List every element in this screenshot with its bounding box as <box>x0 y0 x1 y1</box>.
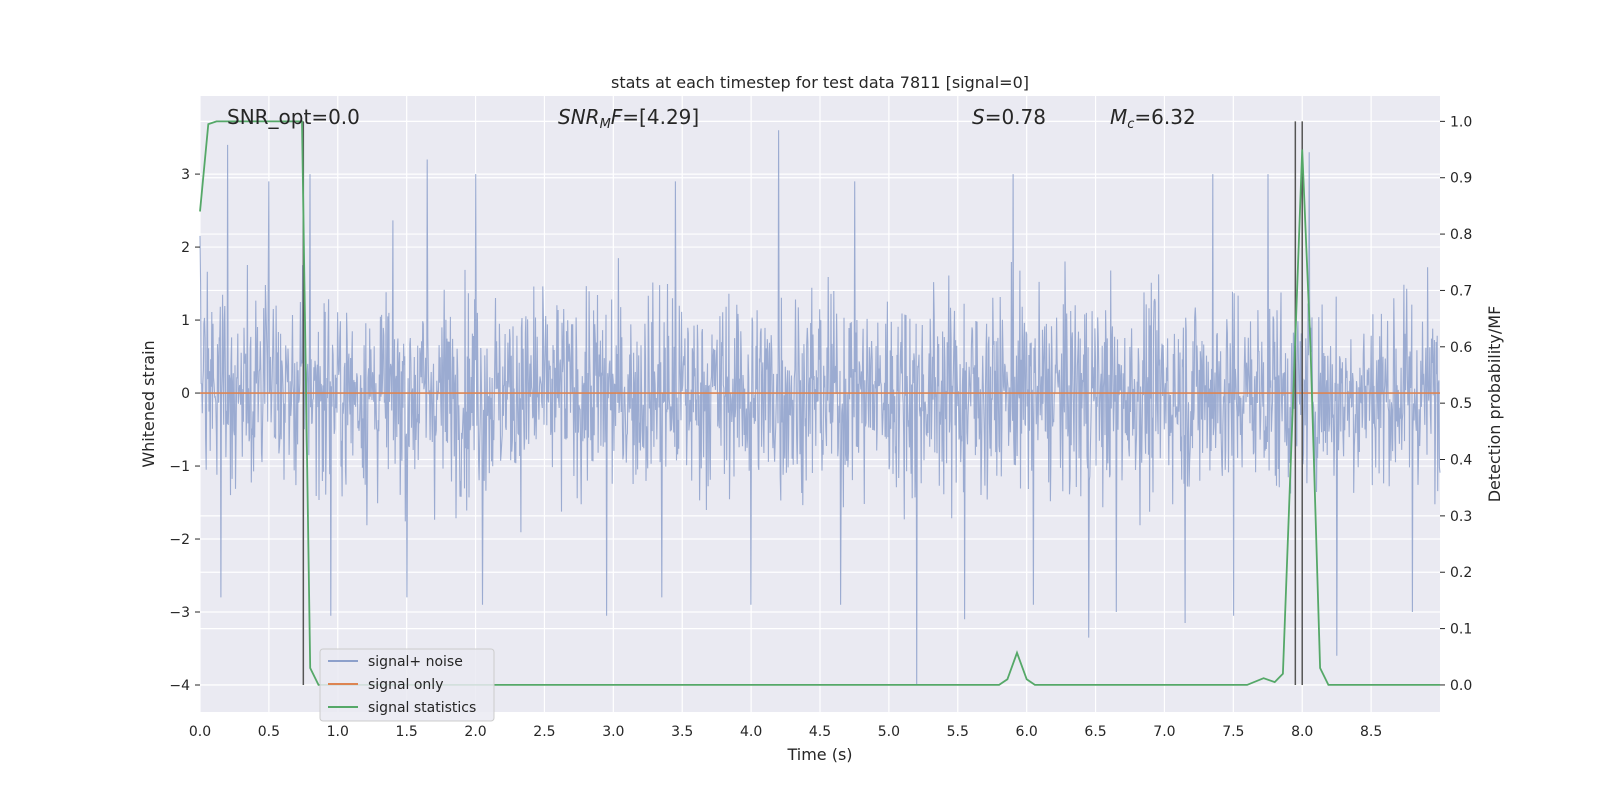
x-tick-label: 8.0 <box>1291 724 1313 740</box>
x-tick-label: 4.5 <box>809 724 831 740</box>
x-tick-label: 8.5 <box>1360 724 1382 740</box>
x-tick-label: 6.0 <box>1016 724 1038 740</box>
y-tick-label-right: 0.8 <box>1450 227 1472 243</box>
x-tick-label: 6.5 <box>1084 724 1106 740</box>
y-tick-label-right: 0.5 <box>1450 396 1472 412</box>
y-tick-label-left: −1 <box>169 459 190 475</box>
legend-label-signal-only: signal only <box>368 677 443 693</box>
y-tick-label-right: 1.0 <box>1450 114 1472 130</box>
series-signal-noise <box>199 130 1441 686</box>
y-tick-label-left: −2 <box>169 532 190 548</box>
y-tick-label-left: 1 <box>181 313 190 329</box>
legend-label-signal-noise: signal+ noise <box>368 654 463 670</box>
x-tick-label: 5.5 <box>947 724 969 740</box>
x-axis-label: Time (s) <box>786 745 852 764</box>
x-tick-label: 3.0 <box>602 724 624 740</box>
y-tick-label-right: 0.6 <box>1450 340 1472 356</box>
x-tick-label: 3.5 <box>671 724 693 740</box>
y-tick-label-right: 0.0 <box>1450 678 1472 694</box>
y-tick-label-left: 2 <box>181 240 190 256</box>
x-tick-label: 7.0 <box>1153 724 1175 740</box>
x-tick-label: 0.5 <box>258 724 280 740</box>
signal-statistics-line <box>199 120 1440 686</box>
y-tick-label-right: 0.2 <box>1450 565 1472 581</box>
x-tick-label: 0.0 <box>189 724 211 740</box>
legend-label-signal-statistics: signal statistics <box>368 700 476 716</box>
y-tick-label-right: 0.1 <box>1450 622 1472 638</box>
x-tick-label: 2.5 <box>533 724 555 740</box>
chart-title: stats at each timestep for test data 781… <box>611 73 1029 92</box>
x-tick-label: 1.0 <box>327 724 349 740</box>
y-axis-label-right: Detection probability/MF <box>1485 306 1504 503</box>
y-tick-label-left: 0 <box>181 386 190 402</box>
annotation-snr-opt: SNR_opt=0.0 <box>227 105 360 129</box>
y-tick-label-right: 0.3 <box>1450 509 1472 525</box>
y-tick-label-left: −4 <box>169 678 190 694</box>
legend-box <box>319 648 495 722</box>
annotation-snr-mf-value: =[4.29] <box>622 105 699 129</box>
y-tick-label-right: 0.7 <box>1450 283 1472 299</box>
y-tick-label-left: 3 <box>181 167 190 183</box>
legend: signal+ noise signal only signal statist… <box>319 648 495 722</box>
y-axis-label: Whitened strain <box>139 340 158 467</box>
x-tick-label: 2.0 <box>464 724 486 740</box>
x-tick-label: 5.0 <box>878 724 900 740</box>
x-tick-label: 7.5 <box>1222 724 1244 740</box>
y-tick-label-right: 0.9 <box>1450 171 1472 187</box>
x-tick-label: 1.5 <box>396 724 418 740</box>
annotation-snr-mf: SNRMF=[4.29] <box>558 105 699 132</box>
tick-labels: 0.0 0.5 1.0 1.5 2.0 2.5 3.0 3.5 4.0 4.5 5.0 5.5 6.0 6… <box>169 114 1472 740</box>
series-signal-statistics <box>199 120 1440 686</box>
annotation-s: S=0.78 <box>972 105 1046 129</box>
y-tick-label-right: 0.4 <box>1450 453 1472 469</box>
x-tick-label: 4.0 <box>740 724 762 740</box>
signal-noise-line <box>199 130 1441 686</box>
y-tick-label-left: −3 <box>169 605 190 621</box>
annotation-mc: Mc=6.32 <box>1110 105 1196 132</box>
